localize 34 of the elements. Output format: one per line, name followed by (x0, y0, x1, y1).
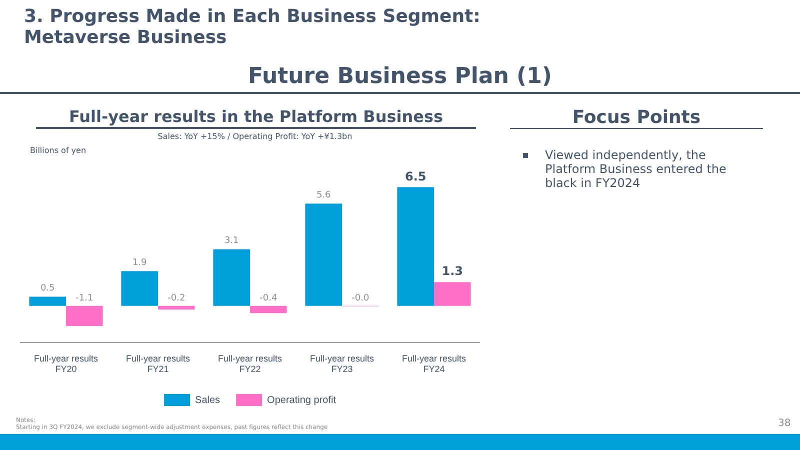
data-label: 1.3 (442, 264, 464, 278)
x-tick-label: Full-year results FY24 (402, 353, 467, 374)
x-tick-label: Full-year results FY21 (126, 353, 191, 374)
text: 3. Progress Made in Each Business Segment: Metaverse Business (24, 6, 480, 48)
chart-subtitle: Sales: YoY +15% / Operating Profit: YoY +¥1.3bn (156, 132, 354, 141)
text: 38 (778, 418, 791, 429)
x-tick-label: Full-year results FY23 (310, 353, 375, 374)
data-label: 6.5 (404, 169, 426, 184)
data-label: -0.0 (352, 294, 370, 304)
chart-title: Full-year results in the Platform Business (36, 107, 476, 129)
data-label: 3.1 (224, 236, 239, 246)
data-label: 1.9 (132, 258, 148, 268)
legend-label: Operating profit (267, 394, 336, 406)
x-tick-label: Full-year results FY20 (34, 353, 99, 374)
y-axis-title: Billions of yen (30, 146, 86, 155)
bar (397, 187, 434, 306)
data-label: -1.1 (76, 294, 94, 304)
bar (158, 306, 195, 310)
text: Focus Points (510, 107, 763, 129)
x-tick-label: Full-year results FY22 (218, 353, 283, 374)
text: Viewed independently, the Platform Business entered the black in FY2024 (545, 148, 728, 190)
bar (434, 282, 471, 306)
bar (213, 249, 250, 306)
data-label: -0.2 (168, 294, 186, 304)
text: Future Business Plan (1) (0, 64, 800, 94)
data-label: 0.5 (40, 284, 55, 294)
bar (305, 204, 342, 306)
bar (66, 306, 103, 326)
bar (250, 306, 287, 314)
bar (121, 271, 158, 306)
data-label: -0.4 (260, 294, 278, 304)
data-label: 5.6 (316, 190, 332, 200)
bar (29, 296, 66, 306)
legend-label: Sales (195, 394, 220, 406)
